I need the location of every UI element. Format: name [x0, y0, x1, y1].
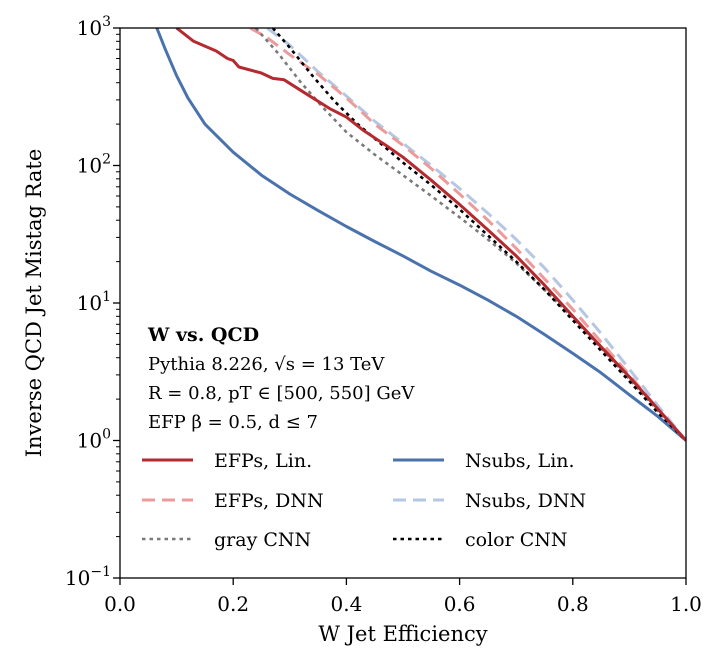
- x-axis-ticks: 0.0 0.2 0.4 0.6 0.8 1.0: [104, 578, 702, 616]
- y-tick-base: 10: [65, 566, 90, 590]
- y-tick-label: 101: [77, 289, 111, 315]
- y-tick-base: 10: [77, 429, 102, 453]
- annotation-line-2: R = 0.8, pT ∈ [500, 550] GeV: [148, 383, 415, 404]
- x-tick-label: 0.2: [217, 592, 249, 616]
- y-tick-base: 10: [77, 291, 102, 315]
- legend-label: color CNN: [465, 529, 568, 551]
- y-tick-exponent: 2: [102, 152, 111, 168]
- series-line-color-cnn: [271, 28, 686, 442]
- legend: EFPs, Lin. EFPs, DNN gray CNN Nsubs, Lin. Ns…: [142, 450, 586, 551]
- legend-label: EFPs, Lin.: [214, 450, 312, 472]
- legend-label: Nsubs, DNN: [465, 490, 586, 512]
- x-tick-label: 1.0: [670, 592, 702, 616]
- y-tick-exponent: −1: [90, 564, 111, 580]
- x-tick-label: 0.6: [444, 592, 476, 616]
- y-tick-base: 10: [77, 154, 102, 178]
- y-tick-base: 10: [77, 16, 102, 40]
- legend-label: Nsubs, Lin.: [465, 450, 575, 472]
- x-tick-label: 0.0: [104, 592, 136, 616]
- y-tick-label: 100: [77, 427, 111, 453]
- series-line-efps-lin: [175, 28, 686, 442]
- legend-label: EFPs, DNN: [214, 490, 324, 512]
- legend-label: gray CNN: [214, 529, 311, 551]
- y-tick-exponent: 3: [102, 14, 111, 30]
- y-tick-exponent: 1: [102, 289, 111, 305]
- series-line-nsubs-dnn: [266, 28, 686, 442]
- annotation-line-1: Pythia 8.226, √s = 13 TeV: [148, 354, 385, 375]
- series-line-efps-dnn: [249, 28, 686, 442]
- x-tick-label: 0.8: [557, 592, 589, 616]
- annotation-title: W vs. QCD: [147, 324, 259, 346]
- y-tick-label: 10−1: [65, 564, 111, 590]
- y-tick-label: 102: [77, 152, 111, 178]
- x-tick-label: 0.4: [330, 592, 362, 616]
- series-line-gray-cnn: [254, 28, 686, 442]
- series-line-nsubs-lin: [155, 28, 686, 442]
- y-axis-title: Inverse QCD Jet Mistag Rate: [22, 149, 46, 458]
- x-axis-title: W Jet Efficiency: [318, 622, 487, 646]
- annotation-box: W vs. QCD Pythia 8.226, √s = 13 TeV R = …: [147, 324, 415, 433]
- annotation-line-3: EFP β = 0.5, d ≤ 7: [148, 412, 318, 433]
- y-tick-label: 103: [77, 14, 111, 40]
- y-tick-exponent: 0: [102, 427, 111, 443]
- series-layer: [155, 28, 686, 442]
